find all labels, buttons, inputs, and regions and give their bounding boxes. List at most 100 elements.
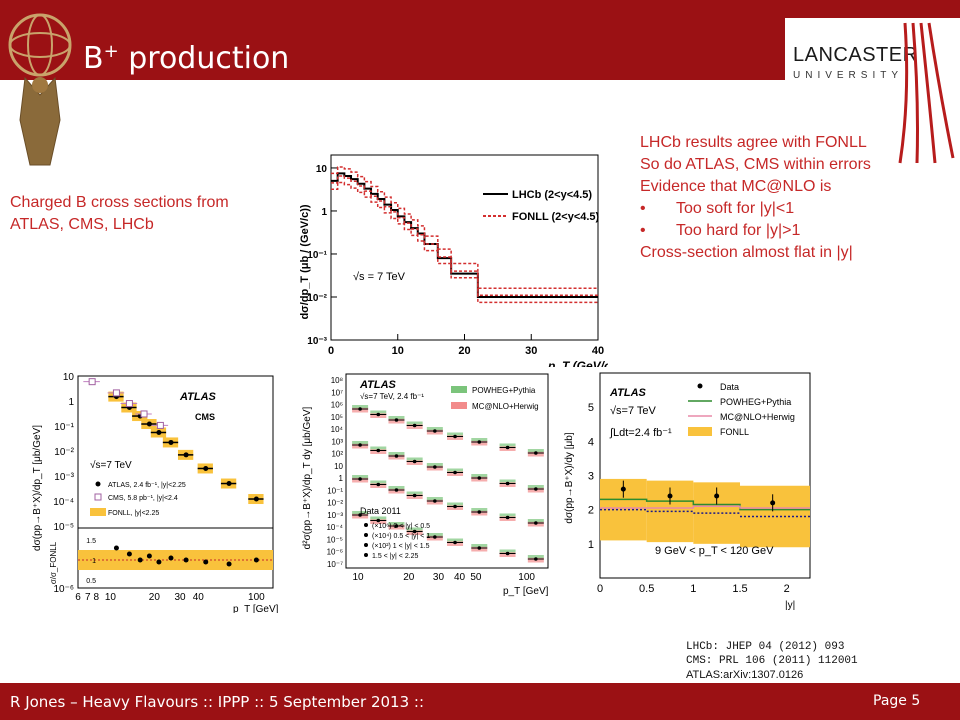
prediction-band (426, 463, 443, 466)
prediction-band (499, 549, 516, 553)
lumi-label: ∫Ldt=2.4 fb⁻¹ (609, 427, 672, 439)
prediction-band (370, 410, 387, 414)
legend-marker-fonll (688, 427, 712, 436)
y-tick-label: 10 (316, 164, 328, 175)
prediction-band (447, 538, 464, 542)
lancaster-mark-icon (898, 22, 955, 164)
prediction-band (352, 405, 369, 408)
legend-label: (×10⁶) 0 < |y| < 0.5 (372, 523, 430, 530)
atlas-d2-chart: 10⁸ 10⁷ 10⁶ 10⁵ 10⁴ 10³ 10² 10 1 10⁻¹ 10⁻² 10⁻³ 10⁻⁴… (302, 373, 549, 597)
prediction-band (471, 508, 488, 511)
fonll-band (740, 485, 810, 548)
mcatnlo-line (600, 505, 810, 509)
x-tick-label: 30 (525, 345, 537, 357)
legend-label: (×10²) 1 < |y| < 1.5 (372, 543, 430, 550)
data-point (412, 423, 417, 428)
y-tick-label: 2 (588, 505, 594, 517)
legend-marker-mcatnlo (451, 402, 467, 409)
prediction-band (527, 519, 544, 522)
legend-label: FONLL, |y|<2.25 (108, 510, 159, 517)
note-line: LHCb results agree with FONLL (640, 134, 867, 151)
pt-range-label: 9 GeV < p_T < 120 GeV (655, 545, 774, 557)
y-tick-label: 1 (68, 397, 74, 408)
ratio-point (183, 557, 189, 563)
x-tick-label: 30 (174, 592, 186, 603)
cms-point (156, 421, 164, 429)
lhcb-chart: 0 10 20 30 40 10 1 10⁻¹ 10⁻² 10⁻³ p_T (GeV/c) dσ/dp… (299, 154, 608, 367)
x-tick-label: 40 (454, 572, 466, 583)
prediction-band (499, 443, 516, 447)
reference-item: LHCb: JHEP 04 (2012) 093 (686, 641, 845, 653)
y-tick-label: 10⁶ (331, 401, 343, 410)
y-tick-label: 10⁻¹ (307, 250, 327, 261)
x-tick-label: 1 (690, 583, 696, 595)
note-line: Cross-section almost flat in |y| (640, 244, 853, 261)
page-number: Page 5 (873, 693, 921, 709)
cms-point (140, 410, 148, 418)
prediction-band (499, 513, 516, 517)
ratio-tick-label: 0.5 (86, 578, 96, 585)
x-tick-label: 1.5 (732, 583, 747, 595)
ratio-tick-label: 1 (92, 558, 96, 565)
x-tick-label: 7 (85, 592, 91, 603)
y-tick-label: 10⁻² (54, 447, 74, 458)
y-tick-label: 10⁻³ (327, 511, 343, 520)
note-line: So do ATLAS, CMS within errors (640, 156, 871, 173)
y-tick-label: 1 (321, 207, 327, 218)
legend-label: MC@NLO+Herwig (472, 402, 539, 411)
y-tick-label: 10 (63, 372, 75, 383)
x-axis-label: p_T (GeV/c) (547, 359, 608, 367)
data-point (505, 481, 510, 486)
legend-label: ATLAS, 2.4 fb⁻¹, |y|<2.25 (108, 482, 186, 489)
x-tick-label: 10 (352, 572, 364, 583)
y-tick-label: 10⁻⁶ (327, 548, 343, 557)
atlas-point (203, 465, 209, 471)
prediction-band (471, 544, 488, 547)
data-point (394, 418, 399, 422)
prediction-band (471, 438, 488, 441)
powheg-line (600, 498, 810, 511)
legend-label: POWHEG+Pythia (720, 397, 791, 407)
legend-marker-cms (94, 493, 102, 501)
atlas-point (156, 429, 162, 435)
legend-marker-fonll (90, 508, 106, 516)
data-point (412, 493, 417, 498)
logo-word: LANCASTER (793, 44, 918, 66)
y-tick-label: 10³ (331, 437, 343, 446)
data-point (358, 407, 362, 411)
atlas-point (183, 452, 189, 458)
data-point (770, 500, 776, 506)
atlas-cms-pt-chart: 10 1 10⁻¹ 10⁻² 10⁻³ 10⁻⁴ 10⁻⁵ 10⁻⁶ 1.5 1 0.5 6 7 8 10 2… (32, 372, 279, 613)
data-label: Data 2011 (360, 506, 401, 516)
data-point (453, 470, 457, 475)
x-tick-label: 20 (403, 572, 415, 583)
y-axis-label: dσ(pp→B⁺X)/dp_T [μb/GeV] (32, 425, 43, 551)
cms-point (125, 400, 133, 408)
cms-label: CMS (195, 412, 215, 422)
data-point (358, 443, 362, 447)
prediction-band (388, 522, 405, 525)
lumi-label: √s=7 TeV, 2.4 fb⁻¹ (360, 392, 424, 401)
data-point (394, 454, 399, 458)
footer-text: R Jones – Heavy Flavours :: IPPP :: 5 Se… (10, 693, 425, 711)
y-tick-label: 10⁴ (331, 425, 344, 434)
legend-marker-atlas (95, 481, 101, 487)
prediction-band (370, 516, 387, 520)
x-tick-label: 100 (248, 592, 265, 603)
x-tick-label: 0 (597, 583, 603, 595)
ratio-point (168, 555, 174, 561)
x-tick-label: 20 (149, 592, 161, 603)
ratio-point (126, 551, 132, 557)
note-bullet: • Too soft for |y|<1 (640, 200, 795, 217)
data-point (433, 465, 437, 469)
left-note: Charged B cross sections from ATLAS, CMS… (10, 194, 229, 233)
data-point (358, 477, 362, 481)
data-point (433, 429, 437, 433)
data-point (534, 557, 538, 561)
legend-marker (364, 543, 368, 547)
prediction-band (352, 441, 369, 444)
y-tick-label: 4 (588, 436, 594, 448)
legend-label: CMS, 5.8 pb⁻¹, |y|<2.4 (108, 495, 178, 502)
data-point (453, 434, 457, 439)
y-tick-label: 10⁻⁶ (53, 584, 74, 595)
